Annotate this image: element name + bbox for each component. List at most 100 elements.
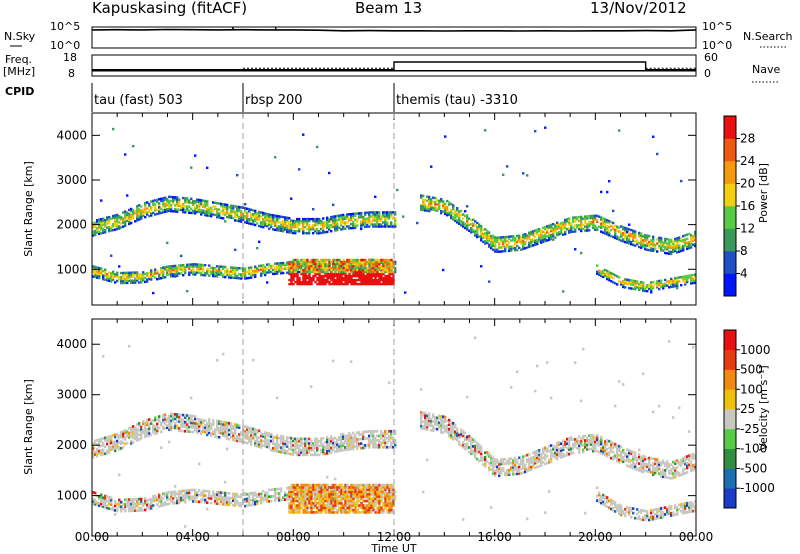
heatmap-cell: [362, 263, 365, 266]
heatmap-cell: [316, 276, 319, 280]
heatmap-cell: [694, 236, 697, 240]
heatmap-cell: [268, 217, 271, 220]
heatmap-cell: [594, 214, 597, 217]
heatmap-cell: [320, 221, 323, 225]
heatmap-cell: [220, 210, 223, 214]
heatmap-cell: [314, 221, 317, 225]
heatmap-cell: [214, 428, 217, 431]
heatmap-cell: [296, 280, 299, 284]
heatmap-cell: [130, 435, 133, 438]
heatmap-cell: [190, 265, 193, 268]
heatmap-cell: [154, 494, 157, 498]
heatmap-cell: [642, 243, 645, 246]
heatmap-cell: [312, 492, 315, 496]
heatmap-cell: [360, 222, 363, 225]
heatmap-cell: [394, 443, 397, 447]
heatmap-cell: [132, 281, 135, 284]
freq-label: Freq.: [5, 53, 32, 66]
heatmap-cell: [176, 501, 179, 505]
heatmap-cell: [694, 232, 697, 236]
heatmap-cell: [626, 230, 629, 234]
heatmap-cell: [436, 207, 439, 210]
heatmap-cell: [258, 214, 261, 218]
heatmap-cell: [142, 210, 145, 213]
heatmap-cell: [246, 211, 249, 215]
heatmap-cell: [108, 448, 111, 452]
power-ytick-label: 3000: [56, 173, 87, 187]
heatmap-cell: [312, 258, 315, 262]
heatmap-cell: [586, 225, 589, 228]
heatmap-cell: [128, 222, 131, 226]
heatmap-cell: [362, 274, 365, 278]
heatmap-cell: [246, 504, 249, 508]
heatmap-cell: [214, 207, 217, 211]
heatmap-cell: [488, 231, 491, 234]
heatmap-cell: [272, 437, 275, 441]
heatmap-cell: [330, 217, 333, 221]
heatmap-cell: [368, 434, 371, 438]
heatmap-cell: [366, 262, 369, 266]
heatmap-cell: [322, 276, 325, 280]
heatmap-cell: [94, 491, 97, 495]
heatmap-cell: [382, 278, 385, 282]
heatmap-cell: [454, 217, 457, 221]
heatmap-cell: [170, 269, 173, 272]
heatmap-cell: [592, 214, 595, 218]
heatmap-cell: [578, 219, 581, 223]
heatmap-cell: [282, 228, 285, 231]
heatmap-cell: [548, 224, 551, 227]
heatmap-cell: [136, 509, 139, 512]
heatmap-cell: [194, 265, 197, 268]
heatmap-cell: [312, 268, 315, 272]
heatmap-cell: [250, 208, 253, 212]
heatmap-cell: [394, 270, 397, 274]
heatmap-cell: [328, 440, 331, 443]
heatmap-cell: [506, 245, 509, 249]
heatmap-cell: [208, 427, 211, 430]
heatmap-cell: [558, 233, 561, 236]
heatmap-cell: [334, 217, 337, 220]
heatmap-cell: [318, 219, 321, 223]
heatmap-cell: [276, 226, 279, 230]
heatmap-cell: [608, 180, 611, 183]
heatmap-cell: [532, 232, 535, 235]
heatmap-cell: [250, 274, 253, 277]
heatmap-cell: [492, 234, 495, 238]
heatmap-cell: [502, 246, 505, 249]
heatmap-cell: [144, 272, 147, 276]
heatmap-cell: [324, 225, 327, 228]
heatmap-cell: [108, 226, 111, 229]
heatmap-cell: [312, 232, 315, 235]
heatmap-cell: [266, 216, 269, 220]
heatmap-cell: [360, 227, 363, 231]
heatmap-cell: [378, 445, 381, 449]
nsky-panel: [91, 26, 697, 49]
heatmap-cell: [286, 267, 289, 270]
heatmap-cell: [644, 247, 647, 251]
heatmap-cell: [320, 486, 323, 489]
heatmap-cell: [380, 270, 383, 274]
heatmap-cell: [230, 274, 233, 277]
heatmap-cell: [146, 503, 149, 507]
heatmap-cell: [390, 213, 393, 216]
heatmap-cell: [388, 434, 391, 438]
heatmap-cell: [528, 243, 531, 247]
heatmap-cell: [294, 451, 297, 454]
heatmap-cell: [302, 437, 305, 441]
heatmap-cell: [172, 415, 175, 418]
heatmap-cell: [208, 210, 211, 214]
heatmap-cell: [124, 214, 127, 217]
heatmap-cell: [482, 234, 485, 238]
heatmap-cell: [228, 272, 231, 275]
heatmap-cell: [106, 504, 109, 508]
heatmap-cell: [152, 426, 155, 429]
heatmap-cell: [266, 491, 269, 494]
heatmap-cell: [332, 219, 335, 223]
heatmap-cell: [218, 502, 221, 506]
heatmap-cell: [128, 220, 131, 224]
heatmap-cell: [296, 219, 299, 223]
heatmap-cell: [250, 212, 253, 216]
heatmap-cell: [488, 233, 491, 236]
heatmap-cell: [360, 261, 363, 264]
